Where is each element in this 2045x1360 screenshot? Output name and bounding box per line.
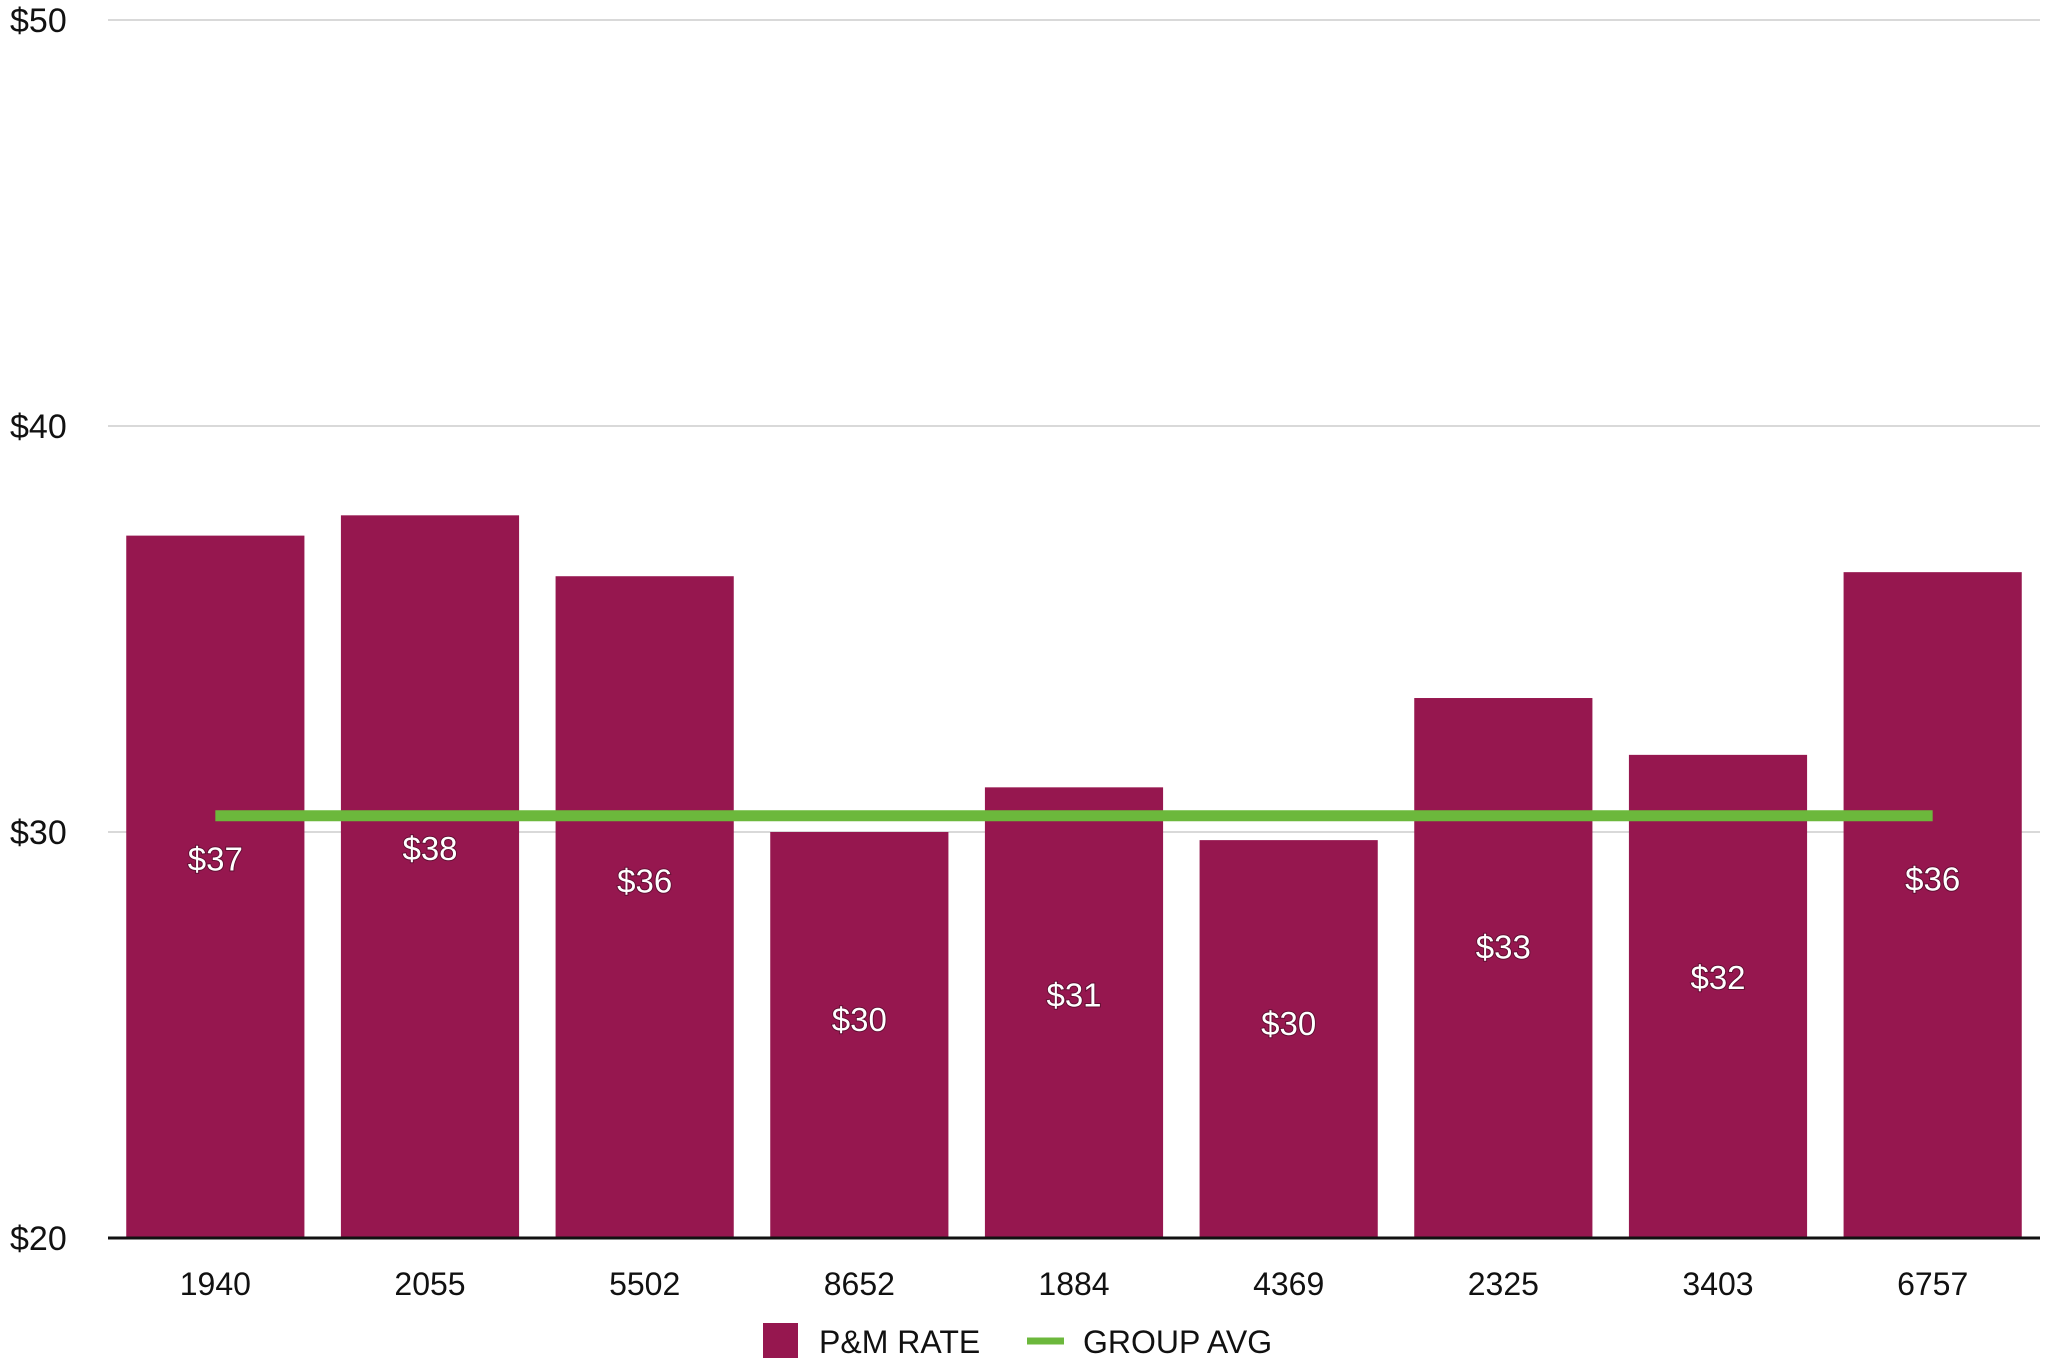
bar xyxy=(1414,698,1593,1238)
x-tick-label: 4369 xyxy=(1253,1266,1324,1302)
legend: P&M RATE GROUP AVG xyxy=(763,1323,1272,1360)
legend-label-group-avg: GROUP AVG xyxy=(1083,1324,1272,1360)
x-tick-label: 8652 xyxy=(824,1266,895,1302)
bar xyxy=(984,787,1164,1238)
bar xyxy=(1628,754,1808,1238)
x-tick-label: 1940 xyxy=(180,1266,251,1302)
x-tick-label: 2325 xyxy=(1468,1266,1539,1302)
bar-data-label: $31 xyxy=(1046,977,1101,1014)
x-tick-label: 2055 xyxy=(394,1266,465,1302)
bar-data-label: $36 xyxy=(1905,860,1960,897)
y-tick-label: $50 xyxy=(10,2,67,40)
y-axis-ticks: $20 $30 $40 $50 xyxy=(10,2,67,1258)
bar xyxy=(340,515,520,1238)
bar xyxy=(770,832,949,1238)
bars xyxy=(126,515,2022,1238)
bar-data-label: $30 xyxy=(832,1001,887,1038)
y-tick-label: $20 xyxy=(10,1220,67,1258)
legend-swatch-pm-rate xyxy=(763,1323,798,1358)
data-labels: $37 $38 $36 $30 $31 $30 $33 $32 $36 xyxy=(187,829,1961,1043)
bar-data-label: $38 xyxy=(402,830,457,867)
x-tick-label: 1884 xyxy=(1038,1266,1109,1302)
x-tick-label: 5502 xyxy=(609,1266,680,1302)
y-tick-label: $30 xyxy=(10,814,67,852)
bar xyxy=(1199,840,1378,1238)
bar-data-label: $32 xyxy=(1690,959,1745,996)
bar-data-label: $37 xyxy=(188,841,243,878)
legend-label-pm-rate: P&M RATE xyxy=(819,1324,980,1360)
bar xyxy=(126,535,305,1238)
bar-data-label: $33 xyxy=(1476,928,1531,965)
x-axis-ticks: 1940 2055 5502 8652 1884 4369 2325 3403 6757 xyxy=(180,1266,1969,1302)
x-tick-label: 6757 xyxy=(1897,1266,1968,1302)
bar xyxy=(1843,572,2022,1238)
y-tick-label: $40 xyxy=(10,408,67,446)
bar-data-label: $30 xyxy=(1261,1005,1316,1042)
bar xyxy=(555,576,734,1238)
x-tick-label: 3403 xyxy=(1682,1266,1753,1302)
bar-data-label: $36 xyxy=(617,863,672,900)
